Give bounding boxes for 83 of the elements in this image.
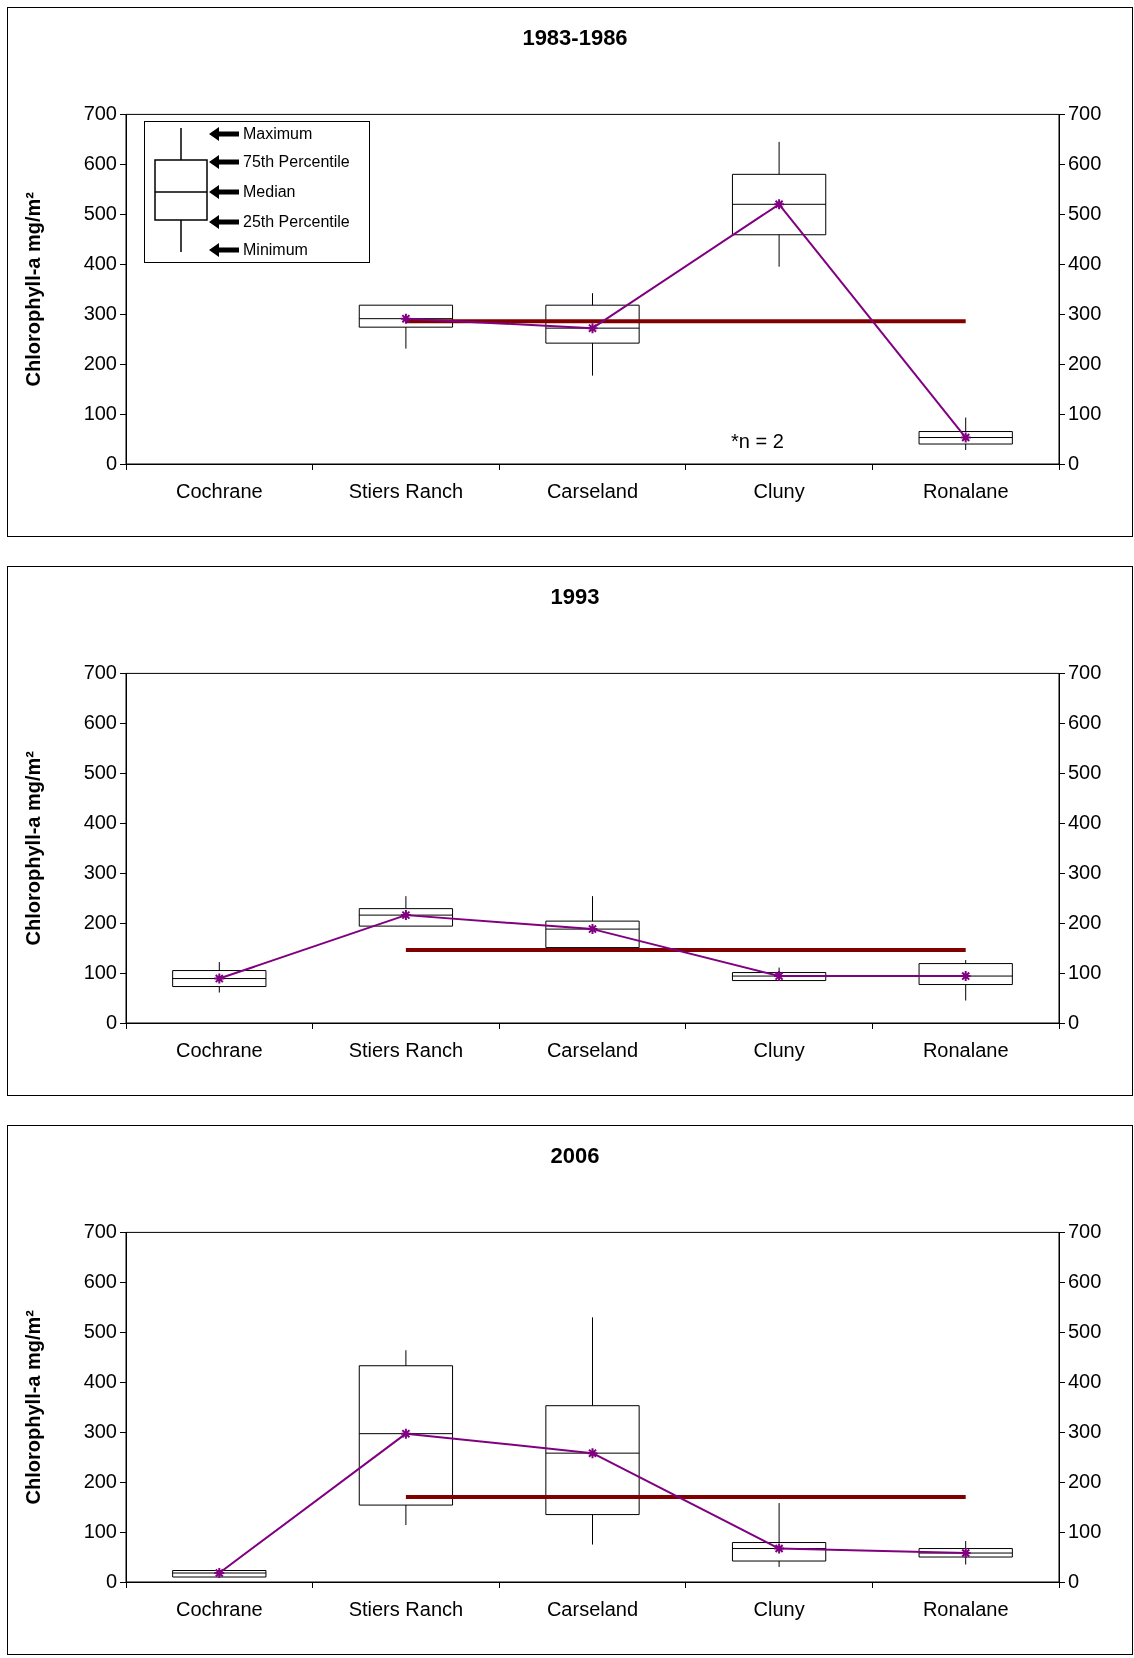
y-tick-label: 500 bbox=[83, 201, 117, 224]
y2-tick-label: 600 bbox=[1068, 151, 1102, 174]
y2-tick-label: 0 bbox=[1068, 1569, 1080, 1592]
y2-tick-label: 300 bbox=[1068, 860, 1102, 883]
y2-tick-label: 700 bbox=[1068, 1219, 1102, 1242]
y-tick-label: 0 bbox=[105, 1010, 117, 1033]
y-axis-title: Chlorophyll-a mg/m² bbox=[21, 1309, 44, 1505]
y2-tick-label: 600 bbox=[1068, 1269, 1102, 1292]
x-tick-label: Carseland bbox=[546, 1597, 639, 1620]
y2-tick-label: 200 bbox=[1068, 1469, 1102, 1492]
annotation: Median bbox=[243, 182, 296, 202]
chart-title: 1993 bbox=[550, 584, 600, 610]
y-tick-label: 300 bbox=[83, 860, 117, 883]
point bbox=[399, 1427, 412, 1440]
x-tick-label: Stiers Ranch bbox=[348, 1597, 464, 1620]
y-tick-label: 100 bbox=[83, 1519, 117, 1542]
x-tick-label: Carseland bbox=[546, 479, 639, 502]
y-tick-label: 700 bbox=[83, 1219, 117, 1242]
x-tick-label: Stiers Ranch bbox=[348, 479, 464, 502]
y-tick-label: 400 bbox=[83, 810, 117, 833]
point bbox=[586, 1447, 599, 1460]
x-tick-label: Ronalane bbox=[922, 1597, 1009, 1620]
y2-tick-label: 0 bbox=[1068, 451, 1080, 474]
y-tick-label: 700 bbox=[83, 101, 117, 124]
annotation: 25th Percentile bbox=[243, 212, 350, 232]
y2-tick-label: 400 bbox=[1068, 251, 1102, 274]
y2-tick-label: 500 bbox=[1068, 1319, 1102, 1342]
annotation: Maximum bbox=[243, 124, 313, 144]
y-tick-label: 500 bbox=[83, 760, 117, 783]
y-tick-label: 0 bbox=[105, 1569, 117, 1592]
y2-tick-label: 700 bbox=[1068, 101, 1102, 124]
y2-tick-label: 500 bbox=[1068, 201, 1102, 224]
point bbox=[399, 312, 412, 325]
y2-tick-label: 500 bbox=[1068, 760, 1102, 783]
y2-tick-label: 100 bbox=[1068, 1519, 1102, 1542]
y-tick-label: 200 bbox=[83, 1469, 117, 1492]
x-tick-label: Cochrane bbox=[175, 479, 263, 502]
annotation: Minimum bbox=[243, 240, 308, 260]
y-tick-label: 200 bbox=[83, 910, 117, 933]
y2-tick-label: 300 bbox=[1068, 1419, 1102, 1442]
y-tick-label: 400 bbox=[83, 251, 117, 274]
y-tick-label: 100 bbox=[83, 401, 117, 424]
point bbox=[959, 431, 972, 444]
x-tick-label: Carseland bbox=[546, 1038, 639, 1061]
y-tick-label: 300 bbox=[83, 301, 117, 324]
y2-tick-label: 0 bbox=[1068, 1010, 1080, 1033]
y-tick-label: 500 bbox=[83, 1319, 117, 1342]
y-axis-title: Chlorophyll-a mg/m² bbox=[21, 750, 44, 946]
x-tick-label: Cochrane bbox=[175, 1038, 263, 1061]
y2-tick-label: 400 bbox=[1068, 810, 1102, 833]
x-tick-label: Cluny bbox=[753, 1597, 805, 1620]
y2-tick-label: 400 bbox=[1068, 1369, 1102, 1392]
annotation: *n = 2 bbox=[730, 430, 784, 452]
point bbox=[773, 198, 786, 211]
x-tick-label: Cochrane bbox=[175, 1597, 263, 1620]
point bbox=[773, 1542, 786, 1555]
y-tick-label: 600 bbox=[83, 151, 117, 174]
y-tick-label: 300 bbox=[83, 1419, 117, 1442]
chart-title: 2006 bbox=[550, 1143, 600, 1169]
annotation: 75th Percentile bbox=[243, 152, 350, 172]
chart-title: 1983-1986 bbox=[522, 25, 628, 51]
y2-tick-label: 100 bbox=[1068, 960, 1102, 983]
y-tick-label: 600 bbox=[83, 1269, 117, 1292]
y-tick-label: 100 bbox=[83, 960, 117, 983]
y2-tick-label: 700 bbox=[1068, 660, 1102, 683]
y2-tick-label: 200 bbox=[1068, 910, 1102, 933]
y2-tick-label: 600 bbox=[1068, 710, 1102, 733]
y-tick-label: 200 bbox=[83, 351, 117, 374]
x-tick-label: Ronalane bbox=[922, 479, 1009, 502]
y-tick-label: 0 bbox=[105, 451, 117, 474]
x-tick-label: Stiers Ranch bbox=[348, 1038, 464, 1061]
y2-tick-label: 300 bbox=[1068, 301, 1102, 324]
y-tick-label: 700 bbox=[83, 660, 117, 683]
y-axis-title: Chlorophyll-a mg/m² bbox=[21, 191, 44, 387]
point bbox=[213, 972, 226, 985]
x-tick-label: Ronalane bbox=[922, 1038, 1009, 1061]
x-tick-label: Cluny bbox=[753, 1038, 805, 1061]
point bbox=[586, 322, 599, 335]
x-tick-label: Cluny bbox=[753, 479, 805, 502]
y-tick-label: 400 bbox=[83, 1369, 117, 1392]
y2-tick-label: 200 bbox=[1068, 351, 1102, 374]
y-tick-label: 600 bbox=[83, 710, 117, 733]
y2-tick-label: 100 bbox=[1068, 401, 1102, 424]
